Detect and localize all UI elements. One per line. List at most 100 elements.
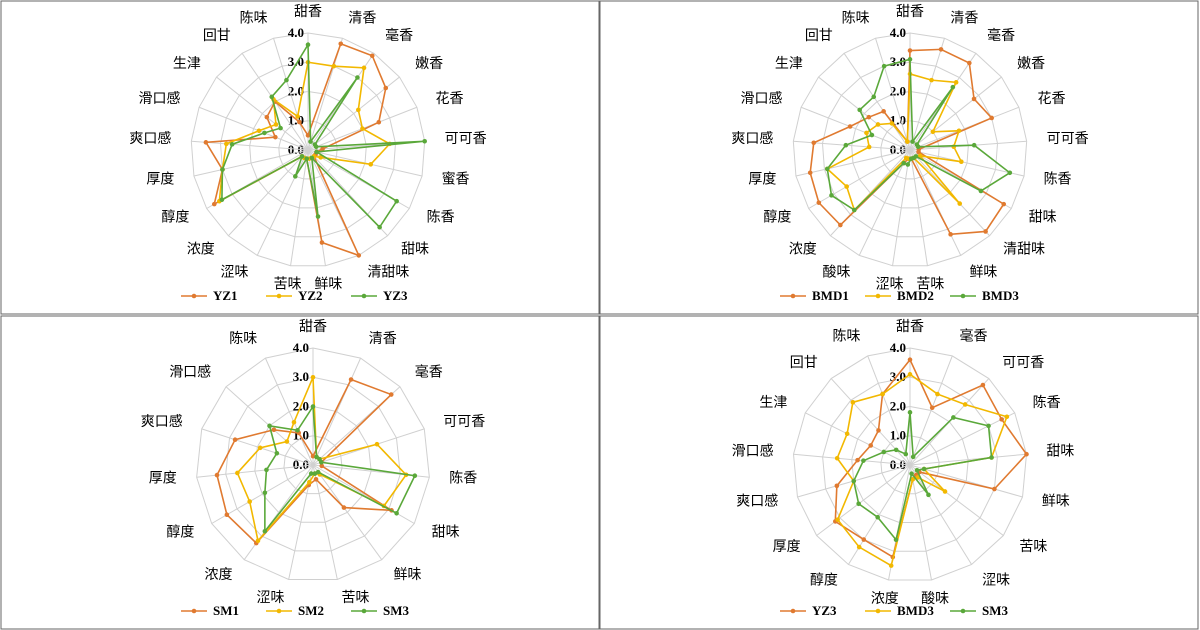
data-point [903,451,909,457]
r-tick-label: 1.0 [890,428,906,443]
data-point [313,477,319,482]
category-label: 浓度 [789,242,817,258]
category-label: 毫香 [415,364,443,381]
data-point [876,428,881,433]
r-tick-label: 2.0 [890,83,906,98]
data-point [376,119,382,125]
data-point [203,140,209,145]
data-point [881,449,887,455]
data-point [257,445,263,451]
data-point [871,94,877,100]
data-point [907,48,913,53]
category-label: 醇度 [810,572,838,589]
legend-label: SM3 [982,603,1009,618]
data-point [850,400,856,405]
panel-border [0,315,600,630]
spoke [198,106,309,151]
data-point [905,139,910,144]
data-point [297,119,302,125]
data-point [893,537,899,543]
radar-chart: 0.01.02.03.04.0甜香清香毫香可可香陈香甜味鲜味苦味涩味浓度醇度厚度… [0,315,600,630]
category-label: 陈香 [427,209,455,226]
data-point [355,75,360,80]
data-point [855,457,860,463]
data-point [857,107,862,113]
data-point [989,115,994,121]
data-point [983,229,988,234]
data-point [856,544,862,550]
data-point [310,453,316,459]
r-tick-label: 4.0 [288,25,304,40]
category-label: 爽口感 [731,130,773,147]
data-point [305,42,311,47]
category-label: 蜜香 [442,172,470,188]
data-point [369,53,375,59]
legend-marker [875,293,881,299]
data-point [264,467,269,473]
spoke [312,357,362,466]
data-point [838,222,843,228]
category-label: 爽口感 [141,413,183,430]
category-label: 毫香 [385,27,413,44]
data-point [875,514,880,520]
data-point [247,499,252,504]
data-point [341,505,347,510]
legend-marker [361,608,367,614]
spoke [875,38,911,151]
data-point [881,109,886,114]
category-label: 滑口感 [740,90,782,107]
data-point [291,419,297,425]
r-tick-label: 2.0 [890,398,906,413]
data-point [914,467,920,473]
data-point [835,517,840,522]
category-label: 滑口感 [732,443,774,460]
legend-marker [276,608,282,614]
data-point [868,443,874,448]
radar-chart: 0.01.02.03.04.0甜香毫香可可香陈香甜味鲜味苦味涩味酸味浓度醇度厚度… [599,315,1199,630]
data-point [356,107,361,113]
data-point [901,160,906,166]
data-point [310,374,316,380]
spoke [808,149,911,209]
spoke [858,149,911,256]
r-tick-label: 3.0 [293,369,309,384]
data-point [807,170,813,176]
data-point [948,232,953,237]
data-point [394,198,399,204]
data-point [851,478,857,484]
data-point [834,455,840,461]
series-line [236,376,408,543]
legend-label: BMD3 [897,603,934,618]
legend-marker [361,293,367,299]
data-point [274,450,280,456]
legend-label: BMD2 [897,288,934,303]
data-point [950,84,956,90]
category-label: 清甜味 [1003,242,1045,258]
category-label: 回甘 [790,355,818,371]
category-label: 生津 [173,56,201,72]
data-point [331,63,337,69]
category-label: 陈香 [449,470,477,487]
data-point [910,477,915,482]
legend-marker [875,608,881,614]
category-label: 陈味 [240,9,268,26]
category-label: 浓度 [187,242,215,258]
data-point [861,537,867,542]
data-point [880,391,885,397]
category-label: 厚度 [149,471,177,487]
data-point [1007,170,1013,176]
legend-marker [191,608,197,614]
category-label: 回甘 [805,28,833,44]
category-label: 毫香 [987,27,1015,44]
category-label: 嫩香 [415,56,443,72]
category-label: 可可香 [1047,131,1089,147]
legend-marker [276,293,282,299]
data-point [930,129,936,135]
category-label: 鲜味 [969,265,997,281]
data-point [224,512,230,518]
data-point [1004,414,1010,420]
grid-ring [821,61,999,238]
category-label: 可可香 [1002,355,1044,371]
grid-ring [283,435,343,495]
spoke [228,149,309,237]
